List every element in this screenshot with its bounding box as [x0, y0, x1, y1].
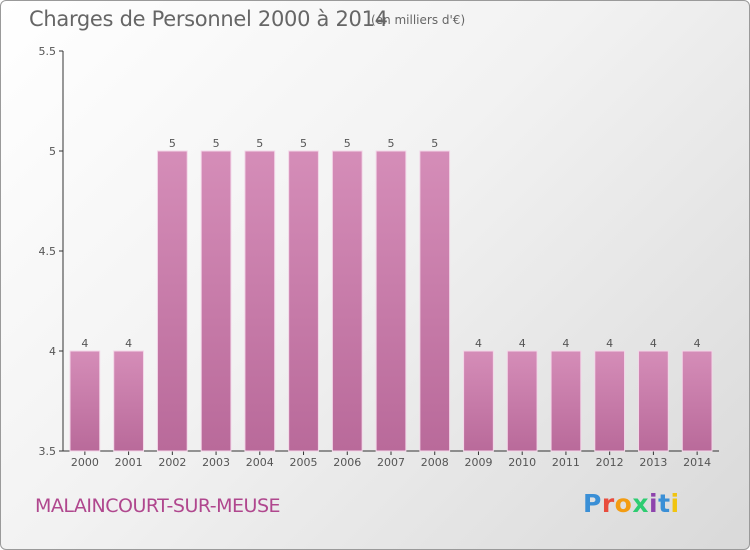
x-tick-label: 2008 [421, 456, 449, 469]
bar [331, 150, 363, 452]
bar-value-label: 4 [650, 337, 657, 350]
bar-value-label: 4 [562, 337, 569, 350]
logo-letter: x [632, 489, 649, 518]
bar-value-label: 4 [606, 337, 613, 350]
bar [375, 150, 407, 452]
bar [506, 350, 538, 452]
x-tick-label: 2009 [464, 456, 492, 469]
bar [200, 150, 232, 452]
x-tick-label: 2002 [158, 456, 186, 469]
y-tick-label: 5.5 [39, 45, 57, 58]
logo-letter: P [583, 489, 602, 518]
x-tick-label: 2000 [71, 456, 99, 469]
logo-letter: r [601, 489, 615, 518]
y-tick-label: 4.5 [39, 245, 57, 258]
y-tick-label: 5 [49, 145, 56, 158]
bar-value-label: 4 [81, 337, 88, 350]
x-tick-label: 2004 [246, 456, 274, 469]
bar-value-label: 5 [388, 137, 395, 150]
bar-value-label: 5 [213, 137, 220, 150]
x-tick-label: 2005 [290, 456, 318, 469]
x-tick-label: 2007 [377, 456, 405, 469]
bar-value-label: 5 [169, 137, 176, 150]
bar-value-label: 5 [431, 137, 438, 150]
bar-value-label: 5 [300, 137, 307, 150]
bar-value-label: 5 [344, 137, 351, 150]
y-tick-label: 3.5 [39, 445, 57, 458]
y-tick-label: 4 [49, 345, 56, 358]
x-tick-label: 2012 [596, 456, 624, 469]
bar-value-label: 4 [694, 337, 701, 350]
logo-letter: i [670, 489, 680, 518]
bar [69, 350, 101, 452]
bar [288, 150, 319, 452]
bar [594, 350, 626, 452]
bar [638, 350, 669, 452]
bar [244, 150, 276, 452]
bar-value-label: 4 [125, 337, 132, 350]
bar-value-label: 4 [519, 337, 526, 350]
bar [550, 350, 582, 452]
logo-letter: o [614, 489, 633, 518]
commune-name: MALAINCOURT-SUR-MEUSE [35, 495, 281, 517]
bar [681, 350, 713, 452]
x-tick-label: 2010 [508, 456, 536, 469]
x-tick-label: 2013 [639, 456, 667, 469]
x-tick-label: 2001 [115, 456, 143, 469]
logo-letter: t [658, 489, 671, 518]
bar-value-label: 4 [475, 337, 482, 350]
proxiti-logo[interactable]: Proxiti [583, 489, 680, 518]
chart-title: Charges de Personnel 2000 à 2014 [29, 7, 388, 31]
chart-unit-label: (en milliers d'€) [371, 13, 466, 27]
x-tick-label: 2011 [552, 456, 580, 469]
bar-value-label: 5 [256, 137, 263, 150]
x-tick-label: 2014 [683, 456, 711, 469]
bar [419, 150, 451, 452]
bar [113, 350, 144, 452]
chart-labels: 4 2000 4 2001 5 2002 5 2003 5 2004 5 2005 5 2006 5 2007… [71, 137, 711, 469]
x-tick-label: 2003 [202, 456, 230, 469]
logo-letter: i [649, 489, 659, 518]
bar [156, 150, 188, 452]
x-tick-label: 2006 [333, 456, 361, 469]
bar [463, 350, 494, 452]
chart-bars [69, 150, 713, 452]
